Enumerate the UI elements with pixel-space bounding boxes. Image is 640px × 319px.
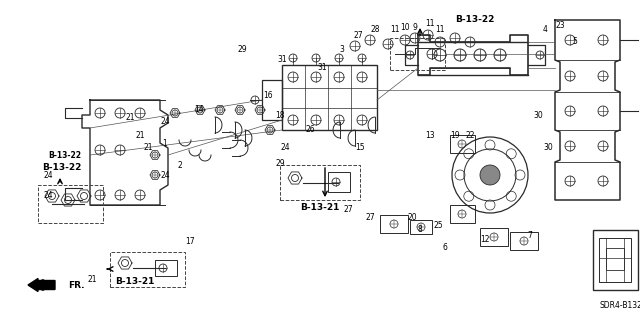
- Bar: [262, 80, 282, 120]
- Bar: [38, 185, 103, 223]
- Text: 24: 24: [160, 170, 170, 180]
- Text: 2: 2: [178, 160, 182, 169]
- Text: 20: 20: [407, 213, 417, 222]
- Text: 8: 8: [418, 226, 422, 234]
- Text: 10: 10: [400, 24, 410, 33]
- Text: 24: 24: [43, 170, 53, 180]
- Text: 7: 7: [527, 231, 532, 240]
- Text: B-13-21: B-13-21: [115, 278, 155, 286]
- Text: 24: 24: [280, 144, 290, 152]
- Text: 21: 21: [125, 114, 135, 122]
- Bar: [280, 165, 360, 200]
- Text: 13: 13: [425, 130, 435, 139]
- Text: 29: 29: [275, 159, 285, 167]
- Text: 17: 17: [185, 238, 195, 247]
- Text: 9: 9: [413, 23, 417, 32]
- Text: 4: 4: [543, 26, 547, 34]
- Text: 21: 21: [87, 276, 97, 285]
- Text: 5: 5: [573, 38, 577, 47]
- Text: 14: 14: [194, 106, 204, 115]
- Text: 19: 19: [450, 130, 460, 139]
- Text: 24: 24: [43, 190, 53, 199]
- Text: 25: 25: [433, 220, 443, 229]
- Text: 30: 30: [543, 144, 553, 152]
- Bar: [450, 135, 475, 153]
- FancyArrow shape: [28, 278, 55, 292]
- Text: 27: 27: [343, 205, 353, 214]
- Text: B-13-22: B-13-22: [455, 16, 494, 25]
- Text: B-13-22: B-13-22: [42, 164, 81, 173]
- Bar: [110, 252, 185, 287]
- Text: 30: 30: [533, 110, 543, 120]
- Bar: [450, 205, 475, 223]
- Text: 29: 29: [237, 46, 247, 55]
- Bar: [510, 232, 538, 250]
- Circle shape: [480, 165, 500, 185]
- Bar: [390, 38, 445, 70]
- Text: 26: 26: [305, 125, 315, 135]
- Text: B-13-22: B-13-22: [49, 151, 81, 160]
- Text: 21: 21: [135, 130, 145, 139]
- Text: 31: 31: [277, 56, 287, 64]
- Bar: [606, 248, 624, 270]
- Text: FR.: FR.: [68, 280, 84, 290]
- Text: 11: 11: [390, 26, 400, 34]
- Text: 16: 16: [263, 91, 273, 100]
- Bar: [380, 215, 408, 233]
- Bar: [328, 172, 350, 192]
- Text: SDR4-B1323A: SDR4-B1323A: [600, 300, 640, 309]
- Text: 31: 31: [317, 63, 327, 72]
- Text: B-13-21: B-13-21: [300, 203, 340, 211]
- Text: 11: 11: [425, 19, 435, 28]
- Text: 11: 11: [435, 26, 445, 34]
- Text: 27: 27: [353, 31, 363, 40]
- Text: 12: 12: [480, 235, 490, 244]
- Bar: [155, 260, 177, 276]
- Text: 22: 22: [465, 130, 475, 139]
- Text: 24: 24: [160, 117, 170, 127]
- Bar: [599, 238, 631, 282]
- Text: 1: 1: [163, 138, 168, 147]
- Text: 6: 6: [443, 243, 447, 253]
- Text: 18: 18: [275, 110, 285, 120]
- Text: 15: 15: [355, 144, 365, 152]
- Text: 21: 21: [143, 143, 153, 152]
- Bar: [282, 65, 377, 130]
- Text: 23: 23: [555, 20, 565, 29]
- Bar: [410, 220, 432, 234]
- Text: 28: 28: [371, 26, 380, 34]
- Bar: [593, 230, 638, 290]
- Text: 3: 3: [340, 46, 344, 55]
- Bar: [480, 228, 508, 246]
- Text: 27: 27: [365, 213, 375, 222]
